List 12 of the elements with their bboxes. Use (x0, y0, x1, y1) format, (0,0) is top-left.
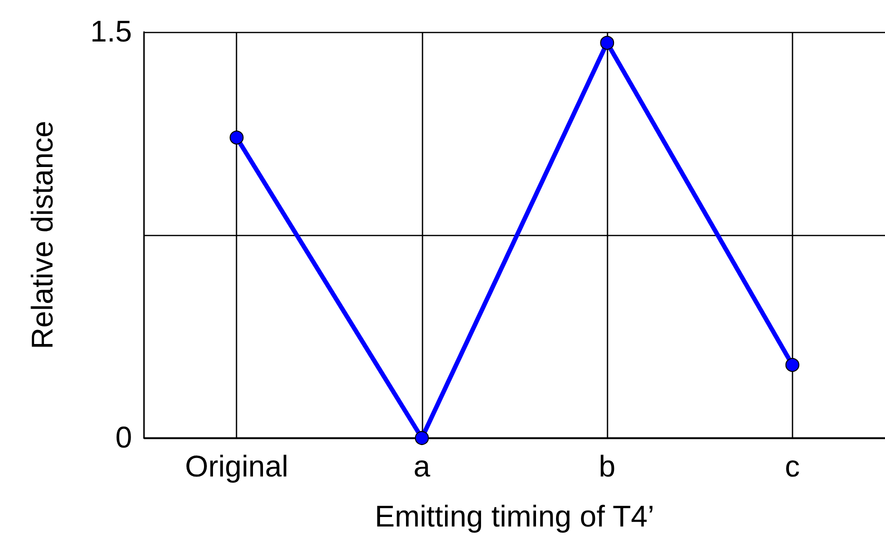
x-tick-label: Original (184, 450, 288, 484)
x-tick-label: c (784, 450, 800, 484)
y-tick-label: 1.5 (90, 16, 132, 48)
y-axis-title: Relative distance (26, 120, 60, 350)
point (414, 431, 429, 445)
x-tick-label: b (598, 450, 616, 484)
point (230, 130, 244, 145)
x-tick-label: a (414, 450, 431, 484)
point (785, 358, 800, 372)
point (600, 36, 614, 50)
y-tick-label: 0 (115, 422, 132, 454)
x-axis-title: Emitting timing of T4’ (374, 500, 654, 534)
